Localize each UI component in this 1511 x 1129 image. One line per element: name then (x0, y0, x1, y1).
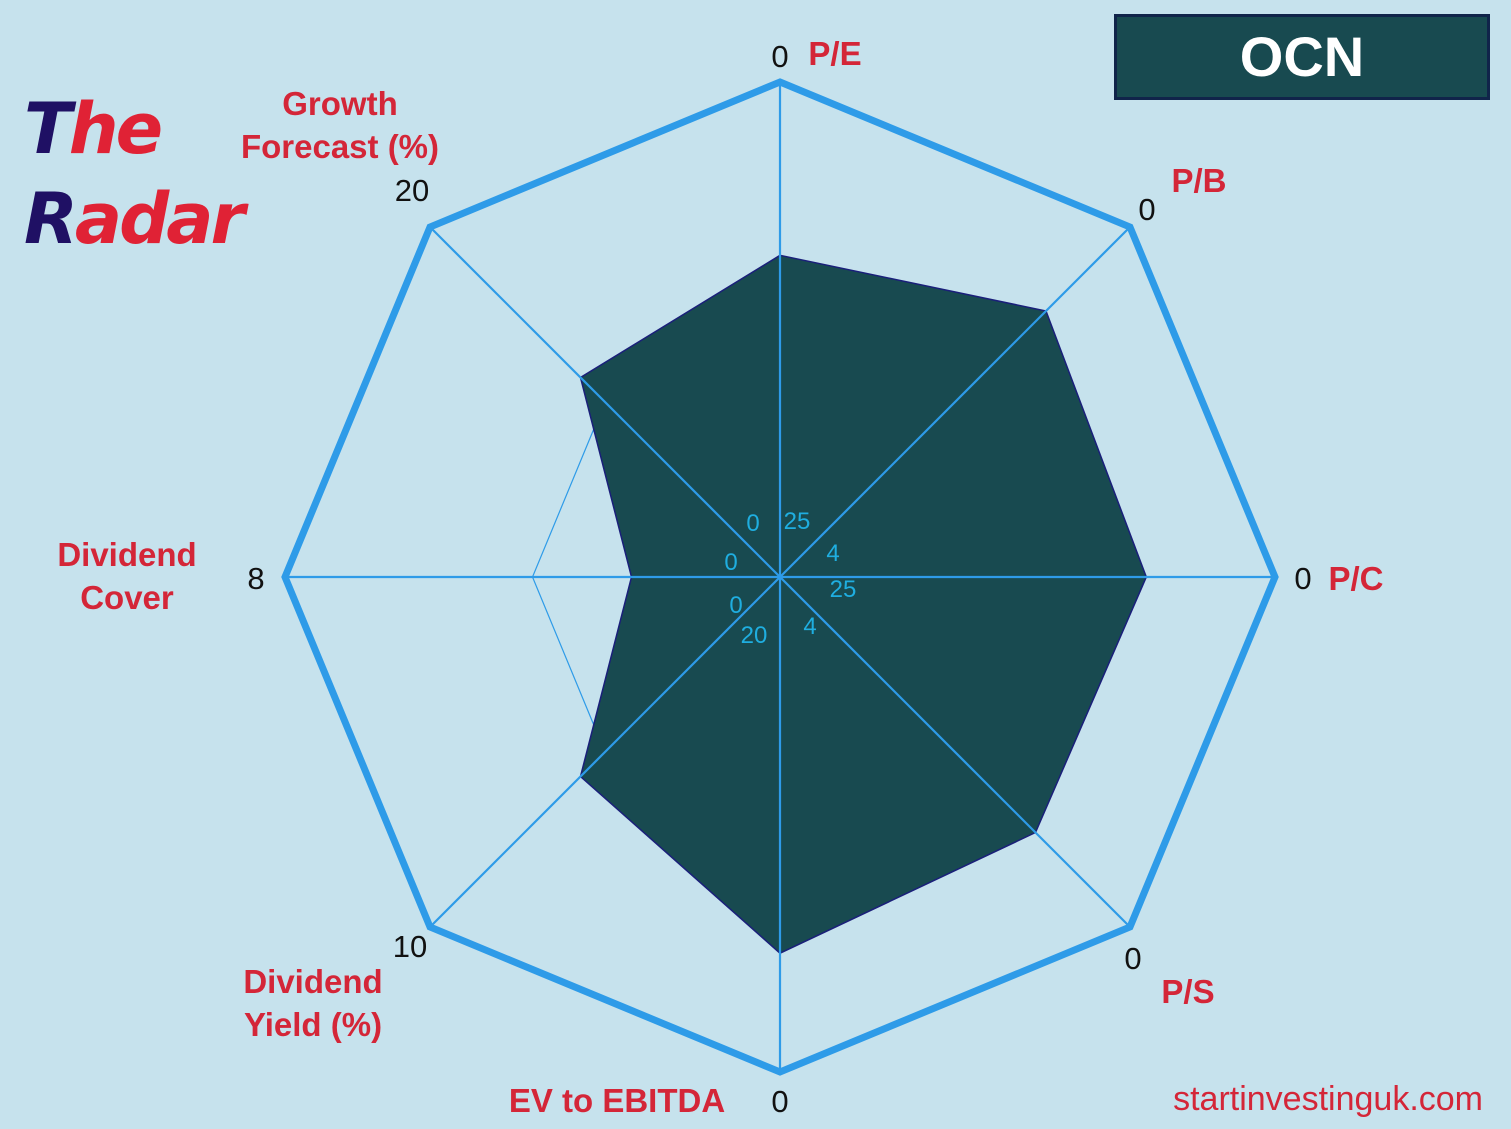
axis-name-label: P/E (808, 35, 861, 72)
radar-labels: 0 P/E 25 0 P/B 4 0 P/C 25 0 P/S 4 0 EV to EBITDA 20 10 D… (57, 35, 1383, 1119)
outer-tick-label: 8 (247, 561, 264, 596)
axis-name-line: P/C (1328, 560, 1383, 597)
radar-data (579, 254, 1148, 955)
outer-tick-label: 10 (393, 929, 427, 964)
axis-spoke (779, 226, 1131, 578)
data-polygon (579, 254, 1148, 955)
axis-name-line: P/B (1171, 162, 1226, 199)
axis-name-line: P/S (1161, 973, 1214, 1010)
axis-name-label: P/C (1328, 560, 1383, 597)
radar-axes (285, 82, 1275, 1072)
inner-tick-label: 4 (803, 613, 816, 640)
ticker-badge: OCN (1114, 14, 1490, 100)
inner-tick-label: 4 (826, 540, 839, 567)
axis-name-label: P/B (1171, 162, 1226, 199)
axis-name-line: Cover (80, 579, 174, 616)
inner-tick-label: 0 (724, 549, 737, 576)
axis-spoke (429, 576, 781, 928)
the-radar-logo: The Radar (24, 84, 245, 264)
inner-tick-label: 25 (784, 508, 811, 535)
inner-tick-label: 20 (741, 622, 768, 649)
axis-name-label: P/S (1161, 973, 1214, 1010)
axis-name-label: EV to EBITDA (509, 1082, 725, 1119)
axis-name-label: Dividend Cover (57, 536, 196, 616)
axis-spoke (779, 576, 1131, 928)
axis-name-label: Dividend Yield (%) (243, 963, 382, 1043)
axis-name-label: Growth Forecast (%) (241, 85, 439, 165)
axis-name-line: Growth (282, 85, 397, 122)
inner-tick-label: 0 (729, 592, 742, 619)
outer-tick-label: 20 (395, 173, 429, 208)
axis-spoke (429, 226, 781, 578)
outer-tick-label: 0 (1138, 192, 1155, 227)
outer-tick-label: 0 (771, 39, 788, 74)
site-url: startinvestinguk.com (1173, 1080, 1483, 1118)
axis-name-line: Forecast (%) (241, 128, 439, 165)
axis-name-line: EV to EBITDA (509, 1082, 725, 1119)
axis-name-line: Yield (%) (244, 1006, 382, 1043)
outer-tick-label: 0 (1294, 561, 1311, 596)
inner-tick-label: 25 (830, 576, 857, 603)
logo-line-2: Radar (24, 178, 245, 260)
outer-tick-label: 0 (771, 1084, 788, 1119)
outer-tick-label: 0 (1124, 941, 1141, 976)
logo-line-1: The (24, 88, 163, 170)
axis-name-line: Dividend (243, 963, 382, 1000)
inner-tick-label: 0 (746, 510, 759, 537)
axis-name-line: P/E (808, 35, 861, 72)
axis-name-line: Dividend (57, 536, 196, 573)
